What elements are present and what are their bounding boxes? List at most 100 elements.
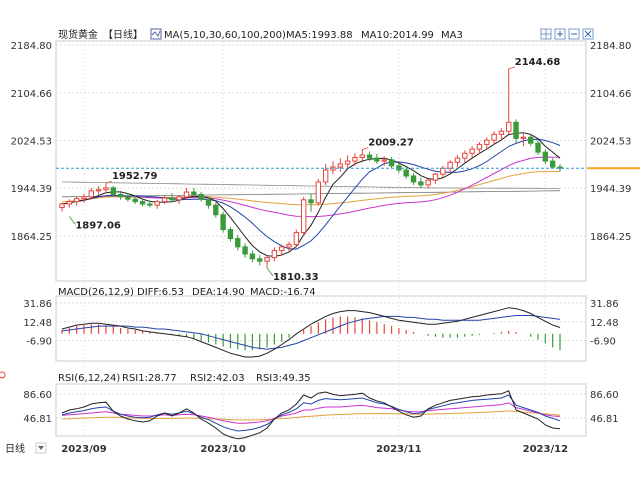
annotation-high: 2009.27 [368,138,414,149]
macd-dea-value: DEA:14.90 [192,287,245,298]
candle-up [286,243,292,248]
candle-up [81,196,87,200]
rsi-line-4 [61,410,561,421]
grid-icon[interactable] [540,28,552,40]
annotation-leader [105,180,113,184]
candle-up [469,148,475,154]
candle-up [425,179,431,186]
candle-up [176,196,182,201]
candle-down [110,187,116,195]
candle-down [418,181,424,186]
candle-up [506,121,512,132]
annotation-low: 1810.33 [273,272,319,283]
candle-up [440,167,446,175]
candle-down [213,204,219,216]
price-tick-right: 2104.66 [590,89,631,100]
candle-up [352,156,358,162]
candle-up [95,189,102,192]
price-tick-left: 2024.53 [11,136,52,147]
ma10-line [61,138,561,250]
candle-up [498,130,505,135]
candle-up [359,154,365,158]
time-tick-label: 2023/10 [200,444,245,455]
candle-down [220,214,226,231]
minus-icon[interactable] [568,28,580,40]
candle-down [410,175,417,183]
rsi-tick-right: 46.81 [590,414,619,425]
macd-title: MACD(26,12,9) [58,287,134,298]
annotation-high: 1952.79 [112,171,158,182]
time-tick-label: 2023/11 [376,444,421,455]
price-tick-right: 2024.53 [590,136,631,147]
candle-down [227,229,234,240]
macd-diff-line [61,307,561,358]
candle-down [557,166,563,169]
candle-down [366,154,373,159]
ma30-line [61,156,561,218]
rsi-tick-left: 86.60 [23,390,52,401]
price-layer: 2144.68 2009.27 1952.79 1897.06 1810.33 [56,57,640,283]
candle-down [388,159,395,167]
price-tick-left: 2184.80 [11,41,52,52]
ma5-line [61,132,561,257]
macd-tick-right: 31.86 [590,299,619,310]
candle-down [528,136,534,144]
candle-up [476,143,483,150]
time-tick-label: 2023/09 [61,444,106,455]
ma3-value: MA3 [441,30,463,41]
macd-macd-value: MACD:-16.74 [250,287,316,298]
candle-up [264,257,270,262]
ma-checkbox-icon[interactable] [150,28,162,40]
candle-up [337,163,343,168]
rsi3-value: RSI3:49.35 [256,373,311,384]
time-tick-label: 2023/12 [523,444,568,455]
candle-down [374,157,380,162]
ma-parameters: MA(5,10,30,60,100,200) [164,30,286,41]
candle-down [235,238,241,248]
price-panel[interactable] [55,40,587,282]
ma5-value: MA5:1993.88 [286,30,353,41]
settings-icon[interactable] [0,371,6,379]
candle-up [271,249,278,259]
plus-icon[interactable] [554,28,566,40]
rsi-layer [61,390,561,440]
candle-up [520,136,527,139]
candle-down [513,121,519,139]
rsi2-line [61,394,561,432]
close-icon[interactable] [582,28,594,40]
candle-up [322,169,329,183]
candle-up [103,187,109,191]
candle-down [249,253,256,260]
macd-tick-left: 31.86 [23,299,52,310]
axis-layer: 2184.80 2184.80 2104.66 2104.66 2024.53 2024.… [11,41,632,455]
candle-up [484,139,490,145]
annotation-leader [266,267,274,277]
rsi-tick-right: 86.60 [590,390,619,401]
candle-up [447,161,453,169]
macd-tick-left: -6.90 [26,337,52,348]
candle-up [183,191,190,198]
rsi-title: RSI(6,12,24) [58,373,120,384]
candle-up [300,199,307,234]
footer-period-tag[interactable]: 日线 [5,442,25,455]
price-tick-left: 2104.66 [11,89,52,100]
ma100-line [61,181,560,189]
macd-layer [61,307,561,358]
candle-up [462,152,468,159]
price-tick-right: 2184.80 [590,41,631,52]
candle-up [432,173,439,181]
instrument-name: 现货黄金 [58,28,98,41]
price-tick-left: 1944.39 [11,184,52,195]
candle-up [491,133,497,141]
rsi-tick-left: 46.81 [23,414,52,425]
macd-diff-value: DIFF:6.53 [137,287,184,298]
candle-up [161,197,168,203]
macd-panel[interactable] [55,295,587,362]
period-label[interactable]: 【日线】 [103,28,143,41]
candle-up [88,190,94,198]
macd-tick-right: 12.48 [590,318,619,329]
annotation-leader [362,147,369,150]
footer-dropdown-icon[interactable] [35,442,47,454]
price-tick-right: 1864.25 [590,232,631,243]
